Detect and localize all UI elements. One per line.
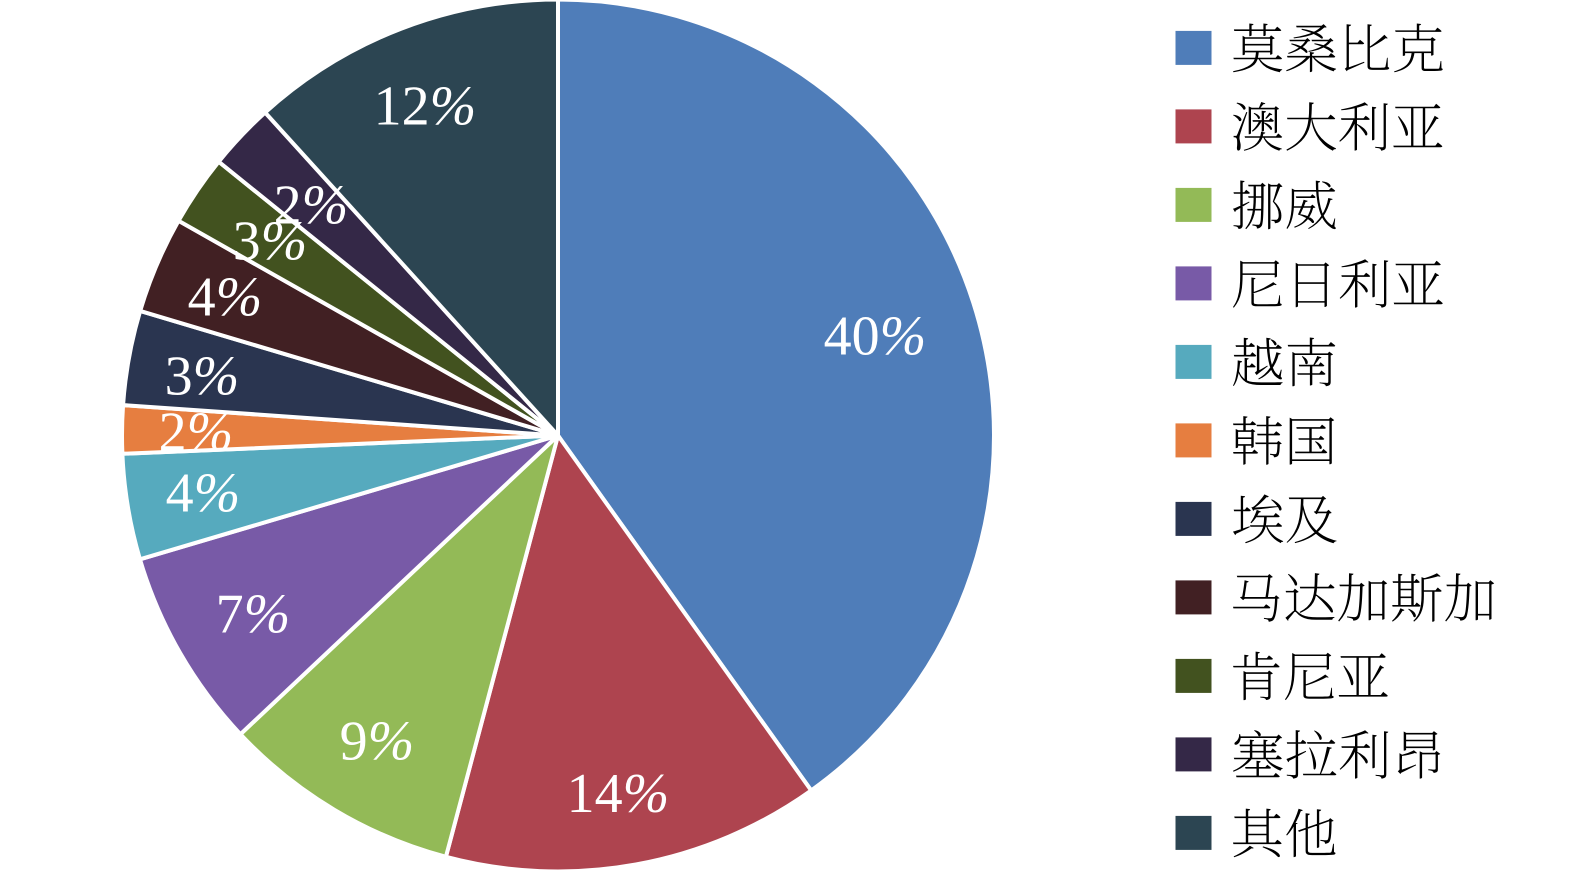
svg-text:2%: 2% — [159, 402, 234, 464]
svg-text:2%: 2% — [274, 175, 349, 237]
svg-text:4%: 4% — [166, 463, 241, 525]
svg-text:12%: 12% — [374, 76, 477, 138]
svg-text:9%: 9% — [340, 711, 415, 773]
svg-text:3%: 3% — [233, 211, 308, 273]
svg-text:3%: 3% — [165, 346, 240, 408]
svg-text:4%: 4% — [188, 267, 263, 329]
svg-text:7%: 7% — [216, 584, 291, 646]
svg-text:40%: 40% — [824, 306, 927, 368]
svg-text:14%: 14% — [567, 763, 670, 825]
